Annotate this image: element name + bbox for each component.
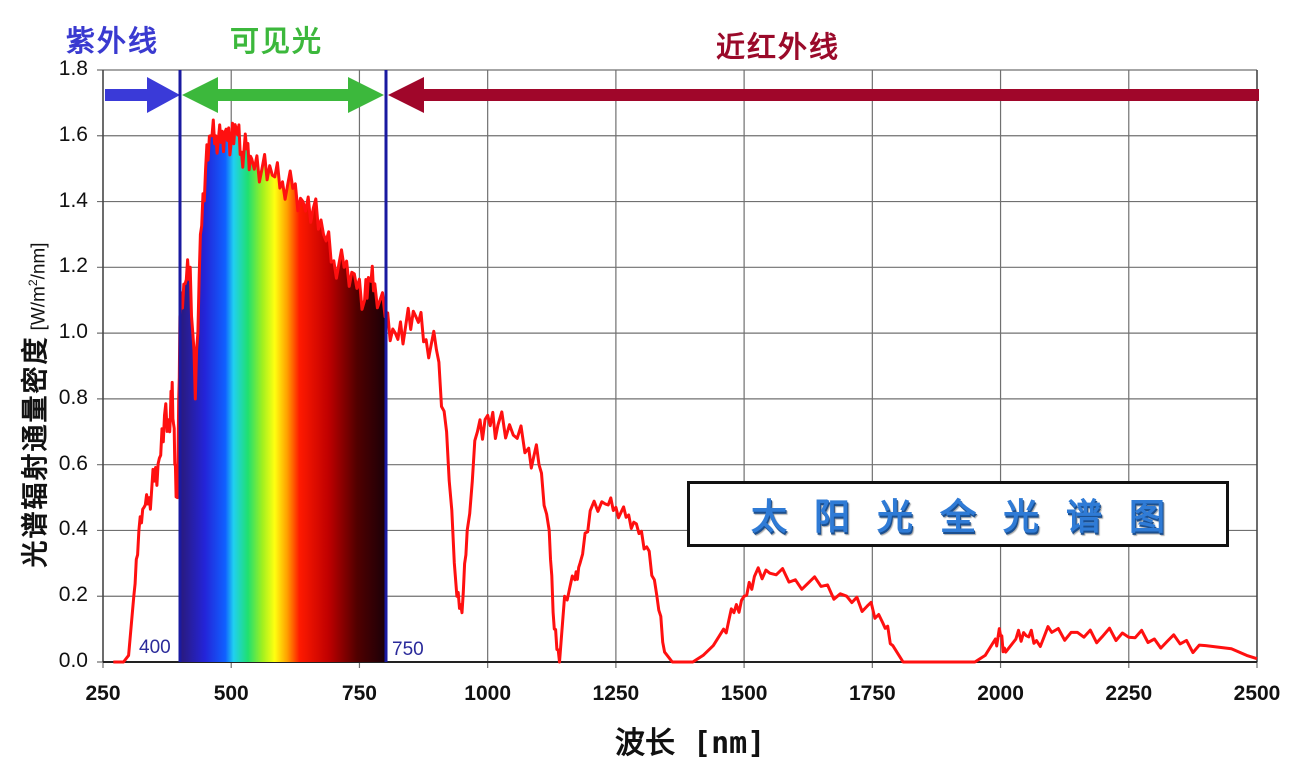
region-arrows [105,77,1259,113]
y-tick-label: 1.8 [58,57,88,80]
uv-region-label: 紫外线 [66,24,160,58]
nir-arrow [388,77,1259,113]
y-tick-label: 1.6 [58,122,88,146]
nir-region-label: 近红外线 [716,30,841,64]
unit-pre: [W/m [28,286,50,331]
y-axis-unit: [W/m2/nm] [26,242,50,331]
y-tick-label: 1.0 [58,320,88,344]
x-tick-label: 1750 [848,682,896,705]
x-tick-label: 750 [341,682,377,705]
y-tick-label: 0.4 [58,517,88,541]
y-tick-label: 0.0 [58,649,88,672]
y-tick-label: 0.2 [58,583,88,607]
y-tick-label: 0.6 [58,451,88,475]
y-axis-label: 光谱辐射通量密度 [W/m2/nm] [14,242,53,567]
chart-title-box: 太阳光全光谱图 [687,481,1229,547]
x-tick-label: 500 [213,682,249,705]
y-tick-label: 1.2 [58,254,88,278]
visible-arrow [182,77,384,113]
spectrum-curve [113,118,1258,664]
x-axis-label: 波长 [nm] [615,726,766,761]
uv-arrow [105,77,180,113]
x-tick-label: 1000 [464,682,512,705]
x-tick-label: 2000 [977,682,1024,705]
x-tick-label: 1500 [720,682,768,705]
unit-sup: 2 [26,279,41,287]
boundary-label-400: 400 [139,637,171,658]
boundary-label-750: 750 [392,639,424,660]
visible-region-label: 可见光 [230,24,324,58]
x-tick-label: 1250 [592,682,640,705]
y-tick-label: 0.8 [58,385,88,409]
x-tick-label: 2250 [1105,682,1153,705]
y-tick-label: 1.4 [58,188,88,212]
y-axis-label-text: 光谱辐射通量密度 [20,335,52,568]
x-tick-label: 250 [85,682,121,705]
visible-spectrum-band [180,120,386,662]
x-tick-label: 2500 [1233,682,1281,705]
chart-title: 太阳光全光谱图 [750,497,1192,538]
unit-post: /nm] [28,242,50,280]
